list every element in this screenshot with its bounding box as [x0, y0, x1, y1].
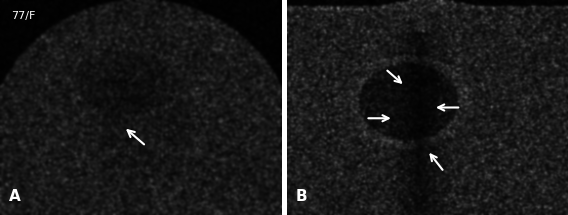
Text: 77/F: 77/F	[11, 11, 36, 21]
Text: A: A	[9, 189, 20, 204]
Text: B: B	[295, 189, 307, 204]
